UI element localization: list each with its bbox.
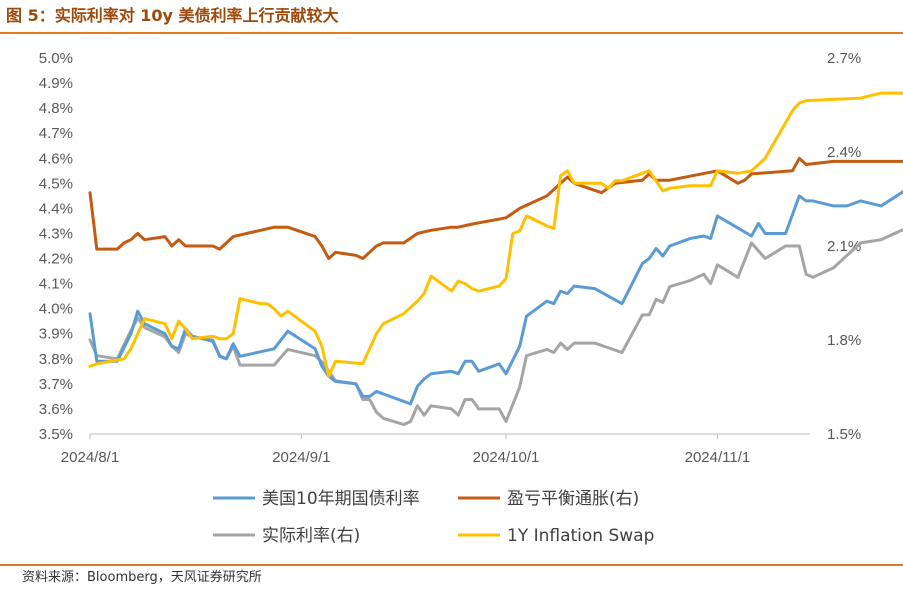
chart-axes: [89, 433, 810, 439]
left-y-tick-label: 3.7%: [39, 376, 73, 393]
x-tick-label: 2024/11/1: [685, 449, 751, 466]
left-y-tick-label: 4.5%: [39, 175, 73, 192]
x-tick-label: 2024/9/1: [272, 449, 330, 466]
left-y-tick-label: 3.8%: [39, 351, 73, 368]
left-y-tick-label: 4.8%: [39, 100, 73, 117]
left-y-tick-label: 4.9%: [39, 75, 73, 92]
legend-label: 1Y Inflation Swap: [507, 526, 654, 546]
series-line-1: [88, 156, 903, 260]
left-y-tick-label: 4.0%: [39, 301, 73, 318]
left-y-tick-label: 4.2%: [39, 251, 73, 268]
title-divider: [0, 32, 903, 34]
chart-title: 图 5：实际利率对 10y 美债利率上行贡献较大: [6, 6, 339, 25]
left-y-tick-label: 5.0%: [39, 50, 73, 67]
legend-label: 盈亏平衡通胀(右): [507, 489, 639, 509]
left-y-tick-label: 4.3%: [39, 225, 73, 242]
legend-label: 实际利率(右): [262, 526, 360, 546]
series-line-3: [88, 91, 903, 378]
footer-divider: [0, 564, 903, 566]
right-y-tick-label: 2.7%: [827, 50, 861, 67]
left-y-tick-label: 4.6%: [39, 150, 73, 167]
x-tick-label: 2024/10/1: [473, 449, 540, 466]
right-y-tick-label: 2.4%: [827, 144, 861, 161]
legend: 美国10年期国债利率 盈亏平衡通胀(右) 实际利率(右) 1Y Inflation S…: [213, 489, 654, 546]
series-line-2: [88, 228, 903, 427]
series-layer: [88, 91, 903, 427]
left-y-tick-label: 4.1%: [39, 276, 73, 293]
left-y-tick-label: 3.9%: [39, 326, 73, 343]
left-y-tick-label: 3.5%: [39, 426, 73, 443]
legend-label: 美国10年期国债利率: [262, 489, 420, 509]
left-y-tick-label: 4.4%: [39, 200, 73, 217]
right-y-tick-label: 1.5%: [827, 426, 861, 443]
right-y-tick-label: 1.8%: [827, 332, 861, 349]
left-y-tick-label: 4.7%: [39, 125, 73, 142]
x-tick-label: 2024/8/1: [61, 449, 119, 466]
left-y-tick-label: 3.6%: [39, 401, 73, 418]
tick-labels: 3.5% 3.6% 3.7% 3.8% 3.9% 4.0% 4.1% 4.2% 4.3% 4.4%…: [39, 50, 861, 466]
series-line-0: [88, 189, 903, 406]
source-note: 资料来源：Bloomberg，天风证券研究所: [22, 570, 262, 585]
